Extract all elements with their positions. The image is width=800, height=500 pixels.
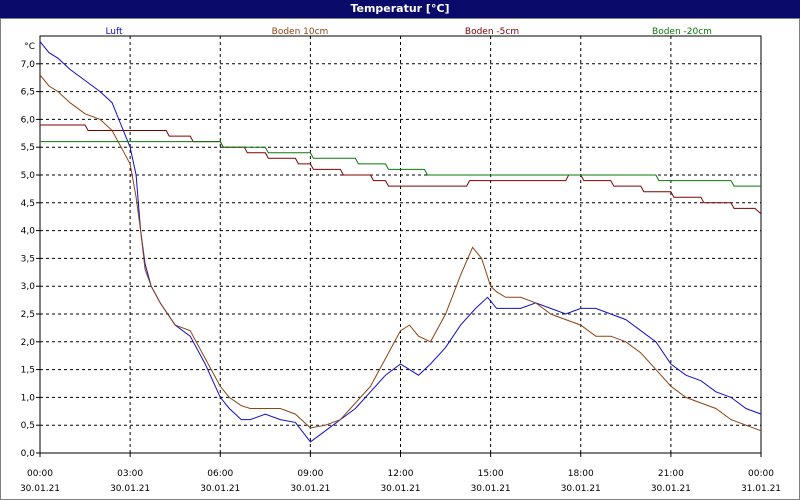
y-tick-label: 0,5 bbox=[21, 421, 35, 431]
y-tick-label: 4,0 bbox=[21, 227, 36, 237]
legend-entry-3: Boden -20cm bbox=[652, 27, 712, 37]
y-tick-label: 7,0 bbox=[21, 60, 36, 70]
legend-entry-2: Boden -5cm bbox=[465, 27, 519, 37]
y-tick-label: 5,5 bbox=[21, 143, 35, 153]
x-tick-time: 15:00 bbox=[478, 469, 504, 479]
y-tick-label: 1,5 bbox=[21, 366, 35, 376]
x-tick-time: 09:00 bbox=[297, 469, 323, 479]
x-tick-time: 03:00 bbox=[117, 469, 143, 479]
x-tick-date: 30.01.21 bbox=[290, 484, 330, 494]
x-tick-time: 18:00 bbox=[568, 469, 594, 479]
x-tick-date: 30.01.21 bbox=[651, 484, 691, 494]
series-line-0 bbox=[39, 41, 762, 443]
chart-title: Temperatur [°C] bbox=[0, 0, 800, 18]
x-tick-time: 12:00 bbox=[388, 469, 414, 479]
y-tick-label: 1,0 bbox=[21, 393, 36, 403]
y-unit-label: °C bbox=[24, 42, 35, 52]
x-tick-time: 21:00 bbox=[658, 469, 684, 479]
x-tick-time: 00:00 bbox=[748, 469, 774, 479]
y-tick-label: 5,0 bbox=[21, 171, 36, 181]
temperature-chart: 0,0 0,5 1,0 1,5 2,0 2,5 3,0 3,5 4,0 4,5 5,0 5,5 6,0 6… bbox=[20, 27, 781, 494]
y-tick-label: 3,0 bbox=[21, 282, 36, 292]
x-tick-time: 06:00 bbox=[207, 469, 233, 479]
y-tick-label: 2,0 bbox=[21, 338, 36, 348]
x-tick-date: 30.01.21 bbox=[561, 484, 601, 494]
y-tick-label: 0,0 bbox=[21, 449, 36, 459]
series-line-3 bbox=[40, 141, 761, 187]
legend-entry-0: Luft bbox=[105, 27, 123, 37]
y-tick-label: 6,0 bbox=[21, 115, 36, 125]
x-tick-date: 30.01.21 bbox=[20, 484, 60, 494]
y-tick-label: 6,5 bbox=[21, 88, 35, 98]
y-tick-label: 3,5 bbox=[21, 254, 35, 264]
x-tick-date: 30.01.21 bbox=[200, 484, 240, 494]
y-tick-label: 4,5 bbox=[21, 199, 35, 209]
legend-entry-1: Boden 10cm bbox=[272, 27, 329, 37]
x-tick-date: 31.01.21 bbox=[741, 484, 781, 494]
y-tick-label: 2,5 bbox=[21, 310, 35, 320]
x-tick-time: 00:00 bbox=[27, 469, 53, 479]
x-tick-date: 30.01.21 bbox=[110, 484, 150, 494]
series-line-1 bbox=[39, 74, 762, 432]
chart-panel: 0,0 0,5 1,0 1,5 2,0 2,5 3,0 3,5 4,0 4,5 5,0 5,5 6,0 6… bbox=[0, 18, 800, 500]
x-tick-date: 30.01.21 bbox=[471, 484, 511, 494]
x-tick-date: 30.01.21 bbox=[380, 484, 420, 494]
